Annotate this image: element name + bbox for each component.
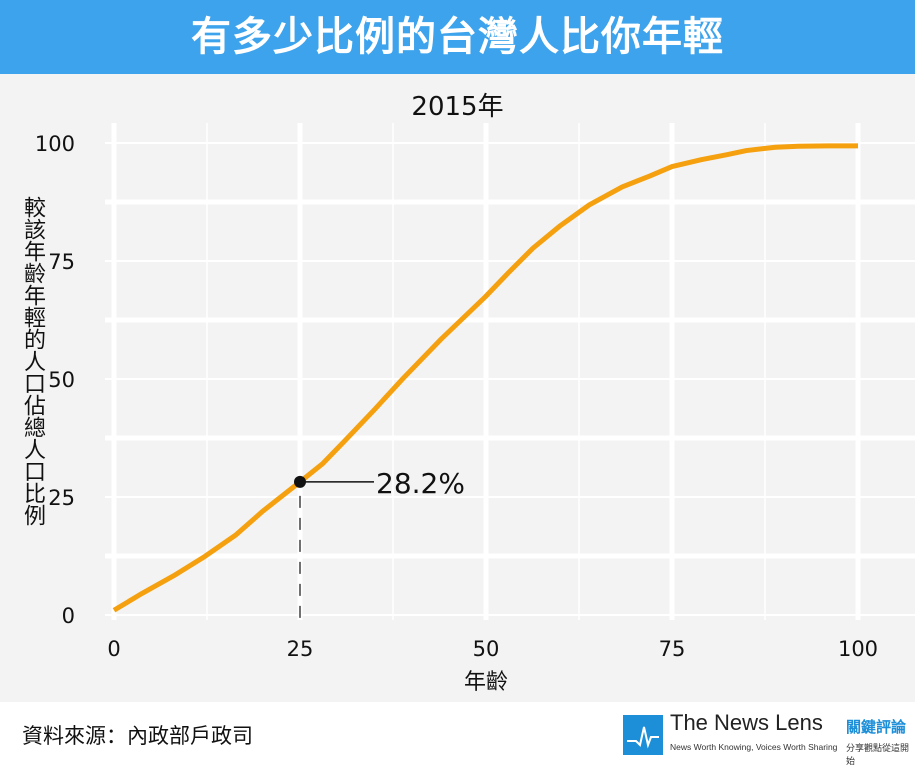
annotation-label: 28.2% [376, 467, 465, 500]
x-tick-label: 0 [107, 637, 120, 661]
chart-title: 2015年 [411, 92, 504, 122]
chart-banner-title: 有多少比例的台灣人比你年輕 [0, 0, 915, 74]
y-tick-label: 0 [62, 604, 75, 628]
pulse-logo-icon [623, 715, 663, 755]
source-note: 資料來源：內政部戶政司 [22, 724, 253, 748]
the-news-lens-logo: The News Lens 關鍵評論 News Worth Knowing, V… [623, 710, 913, 767]
logo-tagline-cn: 分享觀點從這開始 [846, 744, 910, 767]
grid [105, 123, 915, 620]
y-tick-label: 75 [48, 250, 75, 274]
annotation-point [294, 475, 306, 488]
x-axis-label: 年齡 [463, 670, 508, 695]
logo-name: The News Lens [670, 710, 823, 735]
x-tick-label: 100 [838, 637, 878, 661]
y-tick-label: 25 [48, 486, 75, 510]
x-tick-label: 75 [659, 637, 686, 661]
x-tick-label: 50 [473, 637, 500, 661]
tick-labels: 0 25 50 75 100 0 25 50 75 100 [35, 132, 878, 661]
y-axis-label: 較該年齡年輕的人口佔總人口比例 [20, 196, 45, 526]
y-tick-label: 100 [35, 132, 75, 156]
series-line-2015 [112, 143, 858, 613]
x-tick-label: 25 [287, 637, 314, 661]
logo-tagline: News Worth Knowing, Voices Worth Sharing [670, 742, 838, 752]
y-tick-label: 50 [48, 368, 75, 392]
logo-name-cn: 關鍵評論 [846, 718, 907, 736]
chart-area [0, 74, 915, 702]
